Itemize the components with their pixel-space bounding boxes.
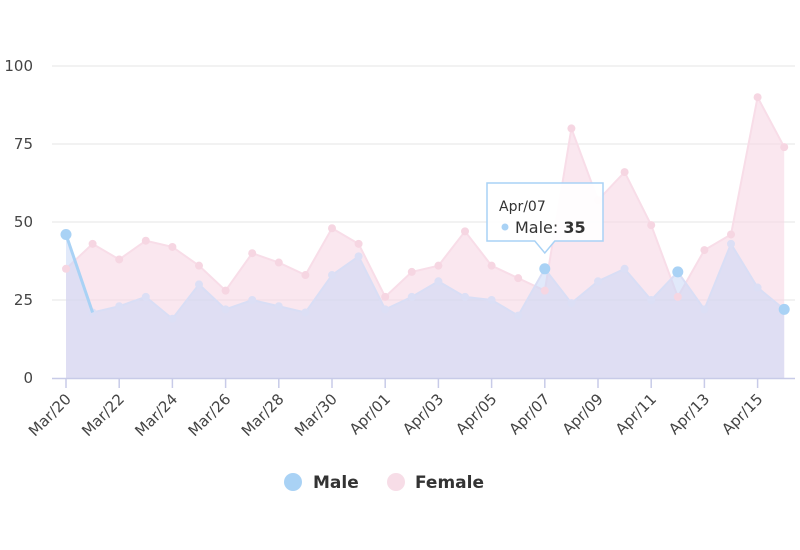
x-tick-label: Mar/22 bbox=[78, 390, 128, 440]
point-male bbox=[301, 308, 310, 317]
x-tick-label: Apr/11 bbox=[612, 390, 660, 438]
point-female bbox=[727, 230, 735, 239]
legend-label: Female bbox=[415, 473, 484, 493]
tooltip: Apr/07 Male: 35 bbox=[486, 182, 604, 255]
point-male-highlight bbox=[539, 263, 551, 275]
y-tick-label: 75 bbox=[14, 135, 33, 153]
point-female bbox=[328, 224, 336, 233]
point-female bbox=[407, 267, 416, 276]
point-male bbox=[753, 283, 762, 292]
legend-swatch-female bbox=[387, 473, 405, 491]
x-tick-label: Apr/15 bbox=[718, 390, 766, 438]
point-male bbox=[221, 305, 230, 314]
point-female bbox=[195, 261, 203, 270]
point-female bbox=[540, 286, 549, 295]
point-male bbox=[354, 252, 363, 261]
point-female bbox=[700, 246, 709, 255]
point-male bbox=[407, 292, 416, 301]
point-female bbox=[753, 93, 762, 102]
point-female bbox=[88, 239, 97, 248]
series-area-male bbox=[66, 234, 785, 378]
legend-swatch-male bbox=[284, 473, 302, 491]
point-female bbox=[461, 227, 469, 236]
x-tick-label: Apr/03 bbox=[399, 390, 447, 438]
point-male bbox=[141, 292, 150, 301]
point-female bbox=[168, 242, 177, 251]
x-axis: Mar/20 Mar/22 Mar/24 Mar/26 Mar/28 Mar/30 Apr/… bbox=[25, 377, 795, 440]
point-female bbox=[301, 271, 310, 280]
point-male bbox=[328, 271, 336, 280]
legend-label: Male bbox=[313, 473, 359, 493]
point-male bbox=[168, 314, 177, 323]
point-female bbox=[221, 286, 230, 295]
point-female bbox=[647, 221, 656, 230]
tooltip-series-dot bbox=[501, 223, 509, 231]
x-tick-label: Apr/09 bbox=[559, 390, 607, 438]
point-female bbox=[673, 292, 682, 301]
point-female bbox=[487, 261, 496, 270]
point-female bbox=[514, 274, 523, 283]
point-male bbox=[195, 280, 203, 289]
point-male bbox=[487, 296, 496, 304]
point-female bbox=[620, 168, 629, 177]
point-female bbox=[62, 264, 70, 273]
point-male bbox=[274, 302, 283, 311]
tooltip-box bbox=[486, 182, 604, 255]
point-male bbox=[567, 299, 576, 308]
point-female bbox=[354, 239, 363, 248]
point-male-highlight bbox=[778, 303, 790, 315]
legend-item-male[interactable]: Male bbox=[284, 473, 359, 493]
point-male bbox=[700, 305, 709, 314]
point-male bbox=[594, 277, 602, 286]
series-areas bbox=[65, 94, 786, 378]
point-female bbox=[115, 255, 124, 264]
legend-item-female[interactable]: Female bbox=[387, 473, 484, 493]
y-tick-label: 0 bbox=[23, 369, 33, 387]
tooltip-title: Apr/07 bbox=[499, 199, 546, 215]
legend: Male Female bbox=[284, 473, 484, 493]
y-tick-label: 100 bbox=[4, 57, 33, 75]
x-tick-label: Mar/28 bbox=[238, 390, 288, 440]
x-tick-label: Mar/26 bbox=[185, 390, 235, 440]
point-female bbox=[567, 124, 576, 133]
point-male bbox=[647, 296, 656, 304]
point-female bbox=[274, 258, 283, 267]
y-tick-label: 50 bbox=[14, 213, 33, 231]
x-tick-label: Mar/30 bbox=[291, 390, 341, 440]
point-male bbox=[248, 296, 257, 304]
point-male bbox=[434, 277, 443, 286]
series-line-segment-male bbox=[64, 233, 95, 313]
point-male bbox=[620, 264, 629, 273]
x-tick-label: Apr/05 bbox=[452, 390, 500, 438]
x-tick-label: Apr/07 bbox=[505, 390, 553, 438]
x-tick-label: Apr/01 bbox=[346, 390, 394, 438]
point-female bbox=[248, 249, 257, 258]
tooltip-value: Male: 35 bbox=[515, 218, 586, 237]
x-tick-label: Apr/13 bbox=[665, 390, 713, 438]
point-female bbox=[141, 236, 150, 245]
tooltip-number: 35 bbox=[563, 218, 585, 237]
series-markers bbox=[60, 93, 790, 323]
point-male bbox=[727, 239, 735, 248]
series-line-male bbox=[65, 234, 785, 321]
point-female bbox=[780, 143, 789, 152]
series-line-female bbox=[65, 94, 786, 300]
point-male bbox=[381, 305, 390, 314]
point-male bbox=[514, 311, 523, 320]
point-male-highlight bbox=[672, 266, 684, 278]
point-male bbox=[115, 302, 124, 311]
x-tick-label: Mar/20 bbox=[25, 390, 75, 440]
point-male bbox=[461, 292, 469, 301]
y-axis-ticks: 0 25 50 75 100 bbox=[4, 57, 33, 387]
tooltip-series-label: Male: bbox=[515, 218, 563, 237]
x-tick-label: Mar/24 bbox=[131, 390, 181, 440]
y-tick-label: 25 bbox=[14, 291, 33, 309]
point-female bbox=[381, 292, 390, 301]
point-female bbox=[434, 261, 443, 270]
